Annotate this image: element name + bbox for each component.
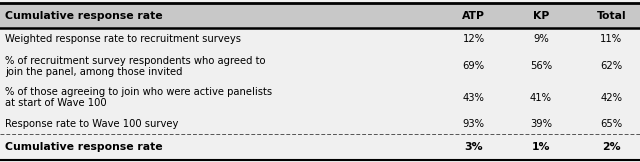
- Text: 12%: 12%: [463, 34, 484, 44]
- Text: 1%: 1%: [532, 142, 550, 152]
- Text: 62%: 62%: [600, 61, 622, 71]
- Text: ATP: ATP: [462, 11, 485, 21]
- Text: 3%: 3%: [464, 142, 483, 152]
- Text: Cumulative response rate: Cumulative response rate: [5, 142, 163, 152]
- Text: 42%: 42%: [600, 93, 622, 103]
- Text: Cumulative response rate: Cumulative response rate: [5, 11, 163, 21]
- Text: Total: Total: [596, 11, 626, 21]
- Text: 69%: 69%: [463, 61, 484, 71]
- Text: KP: KP: [532, 11, 549, 21]
- Text: 39%: 39%: [530, 119, 552, 128]
- Text: 41%: 41%: [530, 93, 552, 103]
- Text: Response rate to Wave 100 survey: Response rate to Wave 100 survey: [5, 119, 179, 128]
- Text: 2%: 2%: [602, 142, 621, 152]
- Text: 56%: 56%: [530, 61, 552, 71]
- Bar: [0, 3, 640, 28]
- Text: 65%: 65%: [600, 119, 622, 128]
- Text: % of recruitment survey respondents who agreed to
join the panel, among those in: % of recruitment survey respondents who …: [5, 56, 266, 77]
- Text: Weighted response rate to recruitment surveys: Weighted response rate to recruitment su…: [5, 34, 241, 44]
- Text: % of those agreeing to join who were active panelists
at start of Wave 100: % of those agreeing to join who were act…: [5, 87, 272, 108]
- Text: 93%: 93%: [463, 119, 484, 128]
- Text: 9%: 9%: [533, 34, 548, 44]
- Text: 43%: 43%: [463, 93, 484, 103]
- Text: 11%: 11%: [600, 34, 622, 44]
